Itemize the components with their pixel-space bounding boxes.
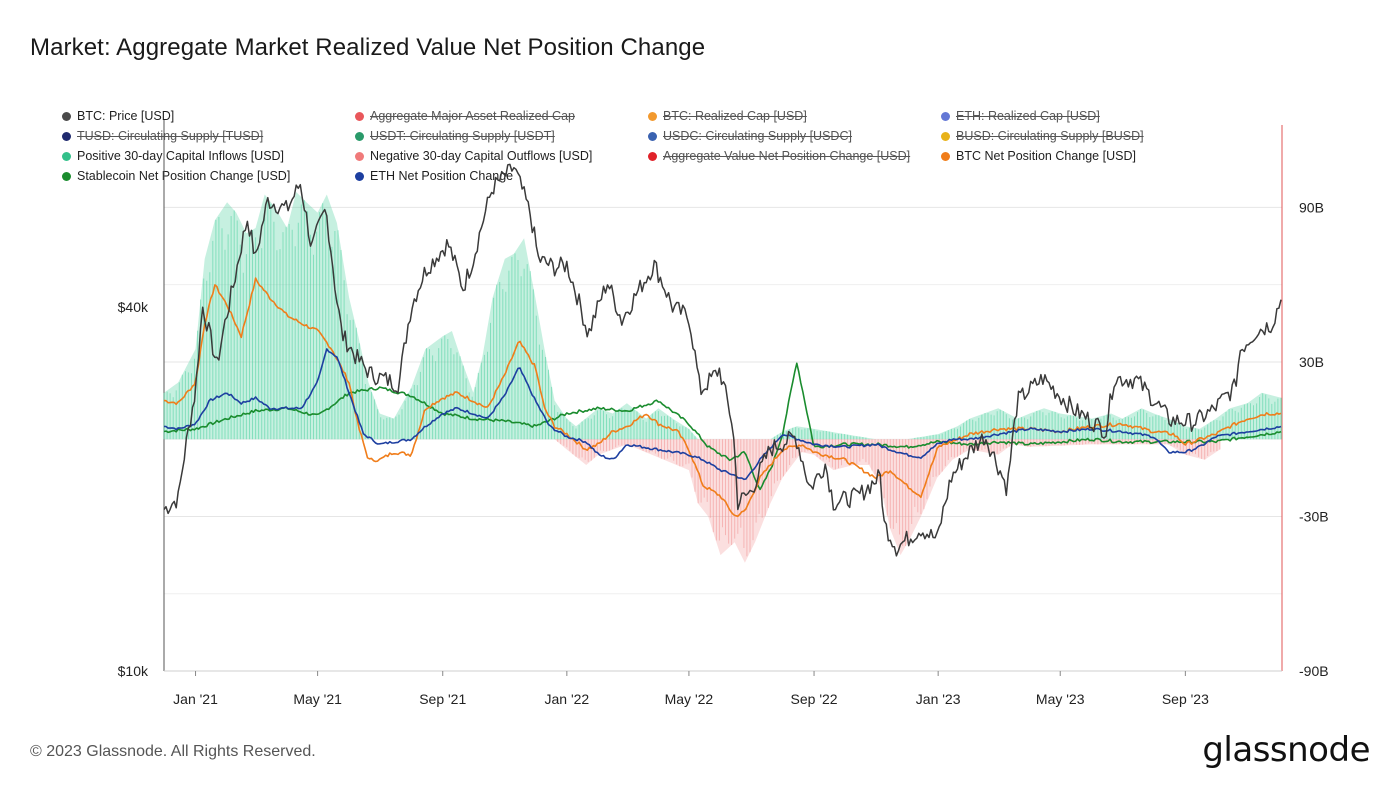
legend-label: Aggregate Value Net Position Change [USD… (663, 149, 911, 163)
legend-dot-icon (355, 151, 364, 161)
legend-label: Negative 30-day Capital Outflows [USD] (370, 149, 593, 163)
copyright-text: © 2023 Glassnode. All Rights Reserved. (30, 743, 316, 760)
legend-label: BTC: Realized Cap [USD] (663, 109, 807, 123)
legend-label: TUSD: Circulating Supply [TUSD] (77, 129, 264, 143)
legend-item[interactable]: USDC: Circulating Supply [USDC] (648, 128, 941, 144)
chart-title: Market: Aggregate Market Realized Value … (30, 34, 706, 61)
stablecoin-net-line (163, 362, 1282, 491)
y-left-tick-label: $40k (118, 299, 149, 315)
legend-dot-icon (648, 111, 657, 121)
legend-item[interactable]: Negative 30-day Capital Outflows [USD] (355, 148, 648, 164)
legend-label: USDT: Circulating Supply [USDT] (370, 129, 555, 143)
x-tick-label: May '22 (665, 691, 714, 707)
legend-item[interactable]: BTC Net Position Change [USD] (941, 148, 1234, 164)
legend-item[interactable]: BTC: Price [USD] (62, 108, 355, 124)
legend-label: BTC Net Position Change [USD] (956, 149, 1136, 163)
x-tick-label: Sep '21 (419, 691, 466, 707)
x-tick-label: May '23 (1036, 691, 1085, 707)
y-right-tick-label: 90B (1299, 199, 1324, 215)
legend-dot-icon (62, 111, 71, 121)
legend-label: BTC: Price [USD] (77, 109, 175, 123)
legend-item[interactable]: USDT: Circulating Supply [USDT] (355, 128, 648, 144)
x-tick-label: Jan '21 (173, 691, 218, 707)
legend-item[interactable]: Stablecoin Net Position Change [USD] (62, 168, 355, 184)
chart-legend: BTC: Price [USD] Aggregate Major Asset Re… (62, 108, 1262, 184)
legend-item[interactable]: BTC: Realized Cap [USD] (648, 108, 941, 124)
legend-label: Stablecoin Net Position Change [USD] (77, 169, 291, 183)
legend-item[interactable]: Positive 30-day Capital Inflows [USD] (62, 148, 355, 164)
legend-dot-icon (62, 131, 71, 141)
legend-label: ETH Net Position Change (370, 169, 514, 183)
legend-dot-icon (941, 131, 950, 141)
legend-dot-icon (355, 111, 364, 121)
legend-dot-icon (941, 111, 950, 121)
glassnode-logo: glassnode (1202, 730, 1370, 770)
legend-item[interactable]: ETH: Realized Cap [USD] (941, 108, 1234, 124)
legend-dot-icon (355, 131, 364, 141)
legend-item[interactable]: ETH Net Position Change (355, 168, 648, 184)
btc-price-line (163, 163, 1282, 557)
legend-label: BUSD: Circulating Supply [BUSD] (956, 129, 1144, 143)
legend-label: ETH: Realized Cap [USD] (956, 109, 1100, 123)
legend-dot-icon (648, 131, 657, 141)
legend-item[interactable]: TUSD: Circulating Supply [TUSD] (62, 128, 355, 144)
legend-label: USDC: Circulating Supply [USDC] (663, 129, 852, 143)
legend-item[interactable]: BUSD: Circulating Supply [BUSD] (941, 128, 1234, 144)
x-tick-label: Sep '23 (1162, 691, 1209, 707)
legend-item[interactable]: Aggregate Value Net Position Change [USD… (648, 148, 941, 164)
x-tick-label: May '21 (293, 691, 342, 707)
legend-dot-icon (648, 151, 657, 161)
x-tick-label: Sep '22 (791, 691, 838, 707)
legend-label: Aggregate Major Asset Realized Cap (370, 109, 575, 123)
legend-dot-icon (355, 171, 364, 181)
y-left-tick-label: $10k (118, 663, 149, 679)
legend-item[interactable]: Aggregate Major Asset Realized Cap (355, 108, 648, 124)
x-tick-label: Jan '22 (544, 691, 589, 707)
legend-dot-icon (62, 151, 71, 161)
positive-inflows-area (164, 192, 1282, 440)
y-right-tick-label: 30B (1299, 354, 1324, 370)
legend-label: Positive 30-day Capital Inflows [USD] (77, 149, 285, 163)
legend-dot-icon (62, 171, 71, 181)
y-right-tick-label: -90B (1299, 663, 1329, 679)
y-right-tick-label: -30B (1299, 508, 1329, 524)
legend-dot-icon (941, 151, 950, 161)
x-tick-label: Jan '23 (916, 691, 961, 707)
